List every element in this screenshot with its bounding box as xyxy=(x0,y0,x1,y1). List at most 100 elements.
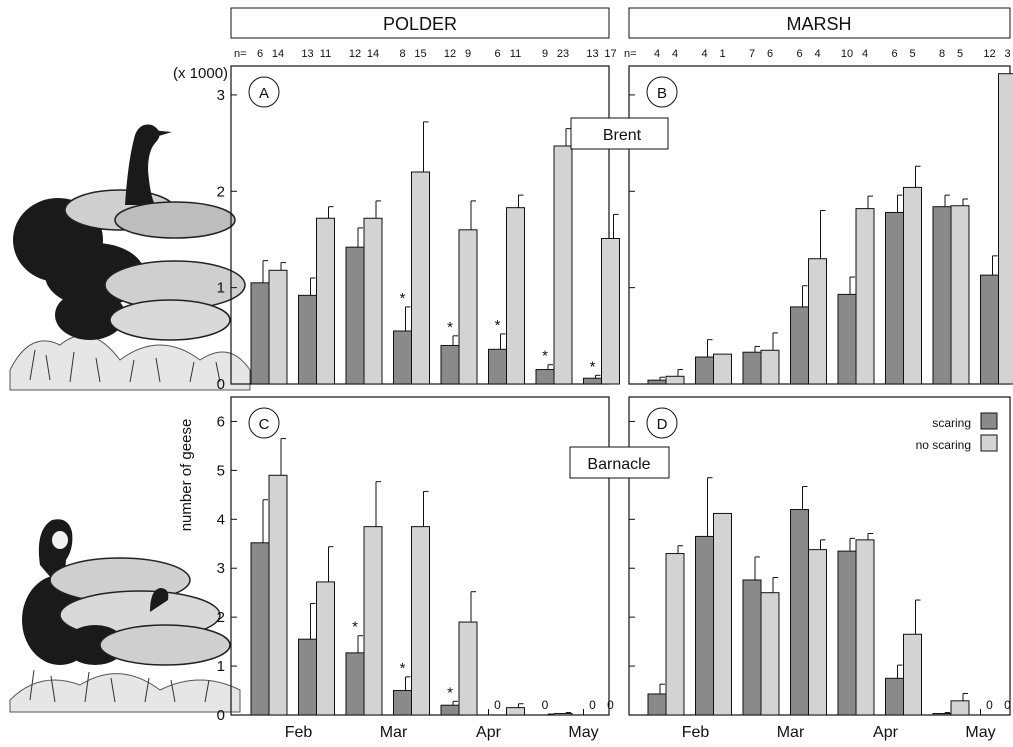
panel-c-letter: C xyxy=(259,416,270,433)
bar-scaring xyxy=(790,306,809,385)
bar-no-scaring xyxy=(950,700,970,716)
y-tick-label: 1 xyxy=(217,280,225,297)
month-label: May xyxy=(965,724,995,741)
n-value: 5 xyxy=(909,48,915,60)
bar-scaring xyxy=(837,293,857,385)
n-value: 7 xyxy=(749,48,755,60)
bar-no-scaring xyxy=(268,474,288,716)
y-tick-label: 0 xyxy=(217,707,225,724)
n-value: 4 xyxy=(654,48,660,60)
header-marsh: MARSH xyxy=(628,7,1011,39)
bar-no-scaring xyxy=(363,526,383,716)
n-value: 8 xyxy=(399,48,405,60)
zero-label: 0 xyxy=(542,698,549,712)
n-value: 8 xyxy=(939,48,945,60)
panel-b-badge xyxy=(646,76,678,108)
bar-scaring xyxy=(932,206,952,385)
panel-a: 0 1 2 3 * * * * * A xyxy=(217,65,620,393)
bar-scaring xyxy=(440,344,460,385)
panel-d-letter: D xyxy=(657,416,668,433)
species-barnacle-text: Barnacle xyxy=(587,456,650,473)
bar-no-scaring xyxy=(665,553,685,716)
bar-no-scaring xyxy=(458,229,478,385)
month-label: Mar xyxy=(777,724,805,741)
bar-scaring xyxy=(345,652,365,716)
bar-scaring xyxy=(440,704,460,716)
bar-scaring xyxy=(790,509,809,716)
n-prefix-marsh: n= xyxy=(624,48,637,60)
n-value: 9 xyxy=(542,48,548,60)
barnacle-goose-illustration xyxy=(9,519,241,713)
n-value: 4 xyxy=(701,48,707,60)
bar-scaring xyxy=(345,246,365,385)
y-tick-label: 3 xyxy=(217,87,225,104)
header-marsh-label: MARSH xyxy=(786,14,851,34)
y-tick-label: 0 xyxy=(217,376,225,393)
zero-label: 0 xyxy=(494,698,501,712)
bar-no-scaring xyxy=(855,208,875,385)
bar-scaring xyxy=(298,294,317,385)
bar-no-scaring xyxy=(411,171,430,385)
y-multiplier: (x 1000) xyxy=(173,65,228,82)
header-polder: POLDER xyxy=(230,7,610,39)
n-value: 6 xyxy=(257,48,263,60)
n-value: 6 xyxy=(767,48,773,60)
month-label: Apr xyxy=(476,724,502,741)
n-value: 12 xyxy=(444,48,456,60)
bar-no-scaring xyxy=(855,539,875,716)
zero-label: 0 xyxy=(986,698,993,712)
n-value: 4 xyxy=(814,48,820,60)
n-value: 23 xyxy=(557,48,569,60)
panel-b-bars xyxy=(629,73,1013,385)
n-value: 6 xyxy=(494,48,500,60)
n-value: 9 xyxy=(465,48,471,60)
significance-star: * xyxy=(542,348,548,365)
n-value: 10 xyxy=(841,48,853,60)
bar-no-scaring xyxy=(903,633,922,716)
bar-no-scaring xyxy=(808,549,827,716)
sample-size-labels: 6 14 13 11 12 14 8 15 12 9 6 11 9 23 13 17 4 4 4 1 7 6 6 4 10 4 6 5… xyxy=(257,48,1011,60)
species-label-barnacle: Barnacle xyxy=(569,446,670,479)
bar-no-scaring xyxy=(268,269,288,385)
significance-star: * xyxy=(447,684,453,701)
header-polder-label: POLDER xyxy=(383,14,457,34)
bar-no-scaring xyxy=(458,621,478,716)
month-label: Feb xyxy=(285,724,313,741)
legend-scaring-label: scaring xyxy=(932,416,971,430)
bar-scaring xyxy=(932,713,952,716)
bar-no-scaring xyxy=(553,713,573,716)
bar-scaring xyxy=(837,550,857,716)
panel-a-badge xyxy=(248,76,280,108)
legend-scaring-swatch xyxy=(980,412,998,430)
significance-star: * xyxy=(352,619,358,636)
significance-star: * xyxy=(590,358,596,375)
bar-no-scaring xyxy=(760,592,780,716)
bar-no-scaring xyxy=(553,145,573,385)
bar-scaring xyxy=(742,579,762,716)
bar-scaring xyxy=(488,348,507,385)
n-value: 5 xyxy=(957,48,963,60)
legend: scaring no scaring xyxy=(916,412,998,452)
bar-no-scaring xyxy=(713,353,732,385)
significance-star: * xyxy=(447,319,453,336)
zero-label: 0 xyxy=(1004,698,1011,712)
bar-no-scaring xyxy=(316,581,335,716)
bar-no-scaring xyxy=(760,349,780,385)
n-prefix-polder: n= xyxy=(234,48,247,60)
y-tick-label: 2 xyxy=(217,609,225,626)
n-value: 1 xyxy=(719,48,725,60)
n-value: 17 xyxy=(604,48,616,60)
bar-no-scaring xyxy=(316,217,335,385)
zero-label: 0 xyxy=(589,698,596,712)
significance-star: * xyxy=(495,317,501,334)
brent-goose-illustration xyxy=(9,124,251,391)
panel-a-letter: A xyxy=(259,85,269,102)
bar-scaring xyxy=(885,677,904,716)
n-value: 4 xyxy=(672,48,678,60)
bar-no-scaring xyxy=(808,258,827,385)
y-axis-label: number of geese xyxy=(178,419,195,532)
